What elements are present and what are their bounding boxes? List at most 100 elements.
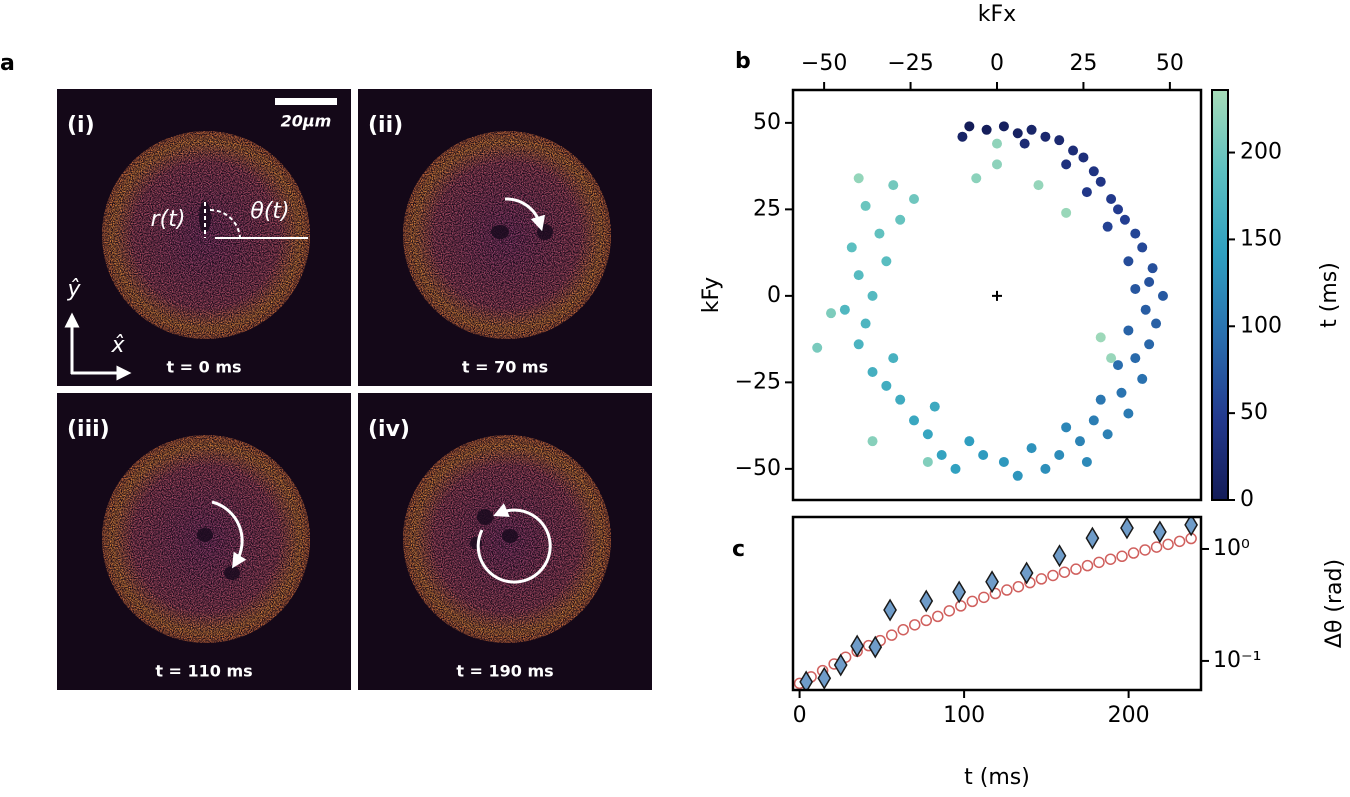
data-point	[1012, 470, 1023, 481]
data-point	[1113, 204, 1124, 215]
circle-point	[943, 605, 956, 617]
data-point	[839, 304, 850, 315]
diamond-point	[1052, 544, 1067, 568]
scale-bar-label: 20μm	[281, 112, 332, 131]
panel-letter: a	[0, 51, 15, 76]
circle-point	[1093, 556, 1105, 569]
data-point	[1147, 263, 1158, 274]
x-axis-label: kFx	[978, 2, 1016, 27]
panel-letter: c	[732, 537, 745, 562]
data-point	[922, 456, 933, 467]
circle-point	[908, 619, 921, 631]
diamond-point	[1019, 561, 1034, 585]
circle-point	[932, 610, 944, 623]
x-tick-label: 0	[793, 703, 807, 728]
x-axis-label: t (ms)	[964, 765, 1030, 790]
angle-arc	[209, 208, 241, 239]
data-point	[1137, 242, 1148, 253]
y-tick-label: 10⁻¹	[1213, 648, 1261, 673]
axes-frame	[791, 515, 1203, 692]
data-point	[998, 456, 1009, 467]
circle-point	[978, 591, 990, 604]
diamond-point	[952, 580, 967, 604]
y-axis-label: kFy	[699, 277, 724, 313]
data-point	[853, 339, 864, 350]
colorbar-tick-label: 0	[1240, 487, 1254, 512]
data-point	[1102, 429, 1113, 440]
diamond-point	[883, 598, 897, 622]
time-label: t = 190 ms	[456, 662, 553, 681]
y-tick-label: 0	[767, 283, 781, 308]
data-point	[1144, 339, 1155, 350]
data-point	[1068, 145, 1079, 156]
diamond-point	[1085, 526, 1100, 550]
data-point	[853, 173, 864, 184]
time-label: t = 70 ms	[462, 358, 548, 377]
data-point	[1130, 228, 1141, 239]
diamond-point	[1184, 517, 1199, 537]
data-point	[888, 353, 899, 364]
circle-point	[966, 595, 979, 608]
circle-point	[1035, 573, 1048, 585]
data-point	[964, 121, 975, 132]
y-tick-label: −25	[735, 369, 781, 394]
diamond-point	[1152, 520, 1167, 544]
data-point	[1123, 256, 1134, 267]
data-point	[971, 173, 982, 184]
time-label: t = 0 ms	[166, 358, 241, 377]
data-point	[1026, 443, 1037, 454]
data-point	[1040, 131, 1051, 142]
data-point	[874, 228, 885, 239]
circle-point	[920, 614, 933, 627]
data-point	[1088, 166, 1099, 177]
data-point	[1078, 152, 1089, 163]
panel-label: (i)	[67, 113, 95, 138]
circle-point	[1012, 580, 1025, 593]
data-point	[1095, 394, 1106, 405]
data-point	[860, 318, 871, 329]
data-point	[1074, 436, 1085, 447]
circle-point	[1070, 563, 1082, 575]
atom-cloud	[102, 131, 310, 339]
data-point	[1054, 450, 1065, 461]
panel-label: (ii)	[368, 113, 403, 138]
diamond-point	[919, 589, 934, 613]
image-panel: (iv) t = 190 ms	[358, 393, 652, 690]
circle-point	[1127, 547, 1140, 559]
axis-label-x: x̂	[110, 333, 125, 358]
diamond-point	[799, 670, 814, 690]
data-point	[978, 450, 989, 461]
angle-label: θ(t)	[250, 199, 289, 224]
data-point	[1144, 277, 1155, 288]
data-point	[1061, 159, 1072, 170]
data-point	[1081, 456, 1092, 467]
data-point	[881, 380, 892, 391]
data-point	[1137, 373, 1148, 384]
data-point	[950, 463, 961, 474]
circle-point	[1173, 535, 1186, 548]
data-point	[992, 138, 1002, 149]
data-point	[1113, 360, 1124, 371]
x-tick-label: 25	[1069, 51, 1097, 76]
circle-point	[1104, 553, 1117, 565]
colorbar-tick-label: 100	[1240, 313, 1282, 338]
x-tick-label: 0	[990, 51, 1004, 76]
vortex-core	[491, 225, 509, 239]
circle-point	[1150, 541, 1163, 553]
data-point	[922, 429, 933, 440]
diamond-point	[833, 653, 848, 677]
plot-area	[793, 517, 1199, 690]
vortex-core	[224, 566, 240, 580]
y-tick-label: −50	[735, 456, 781, 481]
data-point	[1033, 180, 1044, 191]
colorbar-label: t (ms)	[1317, 262, 1342, 328]
vortex-core	[537, 224, 553, 240]
panel-letter: b	[735, 49, 751, 74]
axis-label-y: ŷ	[66, 277, 81, 302]
colorbar	[1211, 89, 1229, 501]
data-point	[909, 415, 920, 426]
data-point	[1061, 207, 1072, 218]
data-point	[881, 256, 892, 267]
circle-point	[1058, 566, 1071, 578]
data-point	[1040, 463, 1051, 474]
